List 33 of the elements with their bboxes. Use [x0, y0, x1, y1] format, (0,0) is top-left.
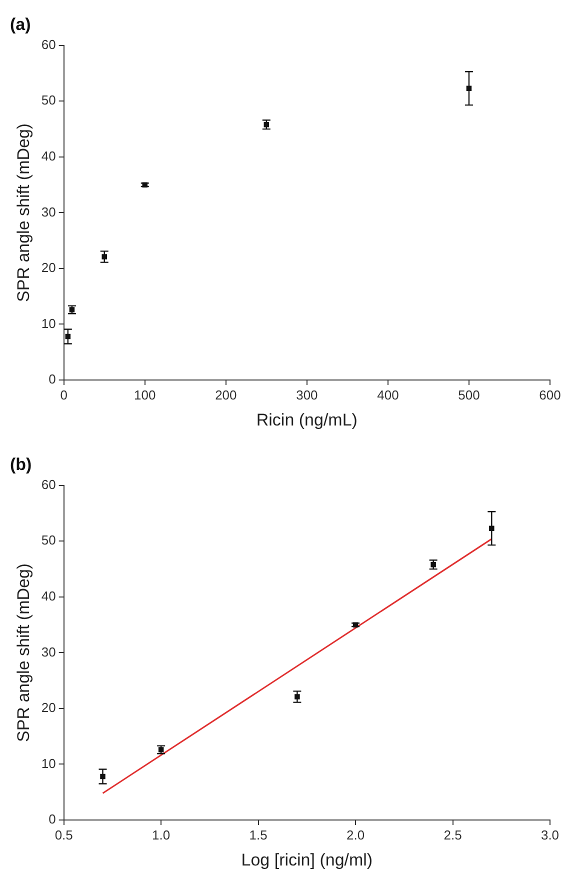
- y-tick-label: 20: [41, 700, 56, 716]
- y-tick-label: 40: [41, 148, 56, 164]
- y-tick-label: 50: [41, 92, 56, 108]
- x-tick-label: 1.0: [152, 827, 170, 842]
- x-tick-label: 300: [296, 387, 318, 402]
- x-tick-label: 200: [215, 387, 237, 402]
- y-tick-label: 0: [48, 372, 56, 387]
- y-tick-label: 10: [41, 756, 56, 771]
- chart-title: (b): [10, 454, 32, 474]
- y-tick-label: 30: [41, 204, 56, 220]
- x-tick-label: 0: [60, 387, 68, 402]
- y-tick-label: 60: [41, 36, 56, 52]
- x-tick-label: 500: [458, 387, 480, 402]
- x-tick-label: 2.5: [444, 827, 462, 842]
- x-tick-label: 400: [377, 387, 399, 402]
- y-tick-label: 60: [41, 476, 56, 492]
- y-tick-label: 0: [48, 812, 56, 827]
- x-tick-label: 3.0: [540, 827, 560, 842]
- y-tick-label: 30: [41, 644, 56, 660]
- chart-title: (a): [10, 14, 31, 34]
- x-tick-label: 100: [134, 387, 156, 402]
- x-tick-label: 600: [539, 387, 561, 402]
- y-tick-label: 20: [41, 260, 56, 276]
- y-axis-title: SPR angle shift (mDeg): [14, 123, 33, 302]
- x-tick-label: 0.5: [54, 827, 73, 842]
- y-tick-label: 40: [41, 588, 56, 604]
- x-tick-label: 2.0: [346, 827, 365, 842]
- x-tick-label: 1.5: [249, 827, 268, 842]
- x-axis-title: Log [ricin] (ng/ml): [241, 850, 373, 870]
- y-axis-title: SPR angle shift (mDeg): [14, 563, 33, 742]
- x-axis-title: Ricin (ng/mL): [256, 410, 358, 430]
- y-tick-label: 50: [41, 532, 56, 548]
- y-tick-label: 10: [41, 316, 56, 331]
